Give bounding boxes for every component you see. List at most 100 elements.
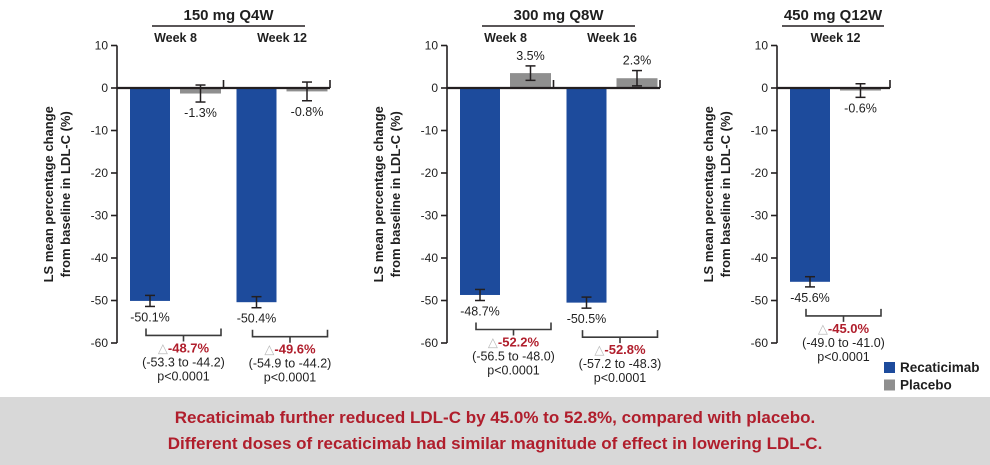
bar-value-label: 3.5% xyxy=(516,49,545,63)
bar-recaticimab xyxy=(566,88,607,303)
difference-delta: △-52.8% xyxy=(594,342,646,357)
bar-value-label: -50.5% xyxy=(567,312,607,326)
difference-p: p<0.0001 xyxy=(817,350,870,364)
axis-tick-label: -10 xyxy=(421,124,439,138)
axis-tick-label: -20 xyxy=(421,166,439,180)
error-bar xyxy=(302,81,312,102)
bar-value-label: -0.6% xyxy=(844,101,877,115)
bar-recaticimab xyxy=(130,88,170,301)
axis-tick-label: -10 xyxy=(91,124,109,138)
bar-value-label: -1.3% xyxy=(184,106,217,120)
difference-delta: △-52.2% xyxy=(488,335,540,350)
legend-label: Recaticimab xyxy=(900,360,980,375)
bar-value-label: 2.3% xyxy=(623,54,652,68)
difference-ci: (-56.5 to -48.0) xyxy=(472,350,555,364)
axis-tick-label: -30 xyxy=(91,209,109,223)
error-bar xyxy=(145,294,155,308)
comparison-bracket xyxy=(581,330,659,344)
delta-triangle-icon: △ xyxy=(818,321,828,336)
comparison-bracket xyxy=(475,322,552,336)
y-axis-label: LS mean percentage change xyxy=(41,106,56,282)
week-label: Week 8 xyxy=(154,31,197,45)
y-axis-label: LS mean percentage change xyxy=(701,106,716,282)
error-bar xyxy=(251,295,262,309)
difference-p: p<0.0001 xyxy=(157,369,210,383)
axis-tick-label: 10 xyxy=(755,39,769,53)
bar-recaticimab xyxy=(790,88,830,282)
axis-tick-label: -30 xyxy=(751,209,769,223)
bar-value-label: -50.4% xyxy=(237,312,277,326)
ldl-c-change-bar-chart: 10 0 -10 -20 -30 -40 -50 -60 LS mean percentage … xyxy=(41,7,980,393)
difference-p: p<0.0001 xyxy=(594,371,647,385)
summary-line-2: Different doses of recaticimab had simil… xyxy=(167,434,823,453)
axis-tick-label: 10 xyxy=(95,39,109,53)
legend-swatch-recaticimab xyxy=(884,362,895,373)
legend-label: Placebo xyxy=(900,378,952,393)
difference-delta: △-45.0% xyxy=(818,321,870,336)
legend: Recaticimab Placebo xyxy=(884,360,980,393)
difference-ci: (-53.3 to -44.2) xyxy=(142,355,225,369)
axis-tick-label: 0 xyxy=(101,81,108,95)
panel-title: 300 mg Q8W xyxy=(513,7,604,24)
axis-tick-label: 0 xyxy=(761,81,768,95)
difference-delta: △-49.6% xyxy=(264,342,316,357)
y-axis-label: from baseline in LDL-C (%) xyxy=(58,111,73,277)
axis-tick-label: -40 xyxy=(91,251,109,265)
error-bar xyxy=(855,83,866,99)
panel-150-mg-q4w: 10 0 -10 -20 -30 -40 -50 -60 LS mean percentage … xyxy=(41,7,331,385)
bar-value-label: -48.7% xyxy=(460,305,500,319)
bar-recaticimab xyxy=(236,88,277,303)
panel-title: 150 mg Q4W xyxy=(183,7,274,24)
delta-triangle-icon: △ xyxy=(594,342,604,357)
legend-swatch-placebo xyxy=(884,379,895,391)
error-bar xyxy=(805,275,815,288)
y-axis-label: from baseline in LDL-C (%) xyxy=(388,111,403,277)
bar-value-label: -0.8% xyxy=(291,105,324,119)
y-axis-label: LS mean percentage change xyxy=(371,106,386,282)
summary-line-1: Recaticimab further reduced LDL-C by 45.… xyxy=(174,408,816,427)
delta-triangle-icon: △ xyxy=(488,335,498,350)
week-label: Week 16 xyxy=(587,31,637,45)
delta-triangle-icon: △ xyxy=(158,340,168,355)
axis-tick-label: -30 xyxy=(421,209,439,223)
comparison-bracket xyxy=(251,329,329,343)
panel-450-mg-q12w: 10 0 -10 -20 -30 -40 -50 -60 LS mean percentage … xyxy=(701,7,891,364)
bar-value-label: -50.1% xyxy=(130,310,170,324)
summary-banner: Recaticimab further reduced LDL-C by 45.… xyxy=(0,397,990,465)
axis-tick-label: -60 xyxy=(751,336,769,350)
week-label: Week 12 xyxy=(811,31,861,45)
axis-tick-label: -50 xyxy=(421,294,439,308)
error-bar xyxy=(632,69,642,87)
axis-tick-label: 0 xyxy=(431,81,438,95)
difference-ci: (-54.9 to -44.2) xyxy=(249,357,332,371)
difference-delta: △-48.7% xyxy=(158,340,210,355)
axis-tick-label: -50 xyxy=(751,294,769,308)
comparison-bracket xyxy=(805,308,882,322)
difference-ci: (-57.2 to -48.3) xyxy=(579,357,662,371)
chart-figure: 10 0 -10 -20 -30 -40 -50 -60 LS mean percentage … xyxy=(41,7,980,393)
axis-tick-label: -20 xyxy=(751,166,769,180)
y-axis-label: from baseline in LDL-C (%) xyxy=(718,111,733,277)
bar-value-label: -45.6% xyxy=(790,291,830,305)
error-bar xyxy=(581,296,592,309)
axis-tick-label: -10 xyxy=(751,124,769,138)
axis-tick-label: -40 xyxy=(421,251,439,265)
axis-tick-label: -60 xyxy=(421,336,439,350)
axis-tick-label: -50 xyxy=(91,294,109,308)
difference-ci: (-49.0 to -41.0) xyxy=(802,336,885,350)
axis-tick-label: -40 xyxy=(751,251,769,265)
bar-recaticimab xyxy=(460,88,500,295)
difference-p: p<0.0001 xyxy=(487,364,540,378)
axis-tick-label: 10 xyxy=(425,39,439,53)
axis-tick-label: -20 xyxy=(91,166,109,180)
panel-title: 450 mg Q12W xyxy=(784,7,883,24)
delta-triangle-icon: △ xyxy=(264,342,274,357)
difference-p: p<0.0001 xyxy=(264,371,317,385)
error-bar xyxy=(525,65,536,82)
week-label: Week 8 xyxy=(484,31,527,45)
comparison-bracket xyxy=(145,328,222,342)
panel-300-mg-q8w: 10 0 -10 -20 -30 -40 -50 -60 LS mean percentage … xyxy=(371,7,661,385)
error-bar xyxy=(475,288,485,302)
axis-tick-label: -60 xyxy=(91,336,109,350)
